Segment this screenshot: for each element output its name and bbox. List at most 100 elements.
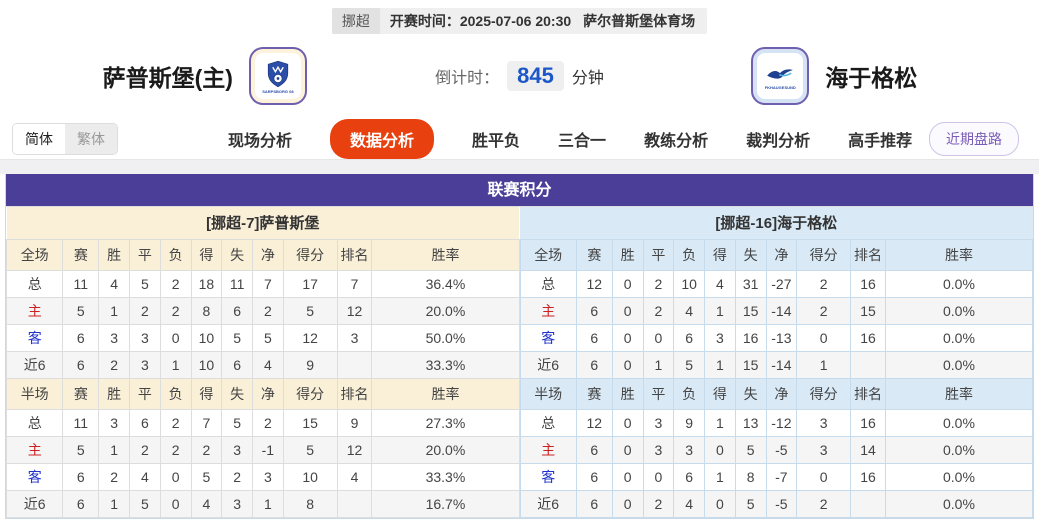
stat-cell: 2 [252,296,284,325]
table-row: 近6 6 0 2 4 0 5 -5 2 0.0% [519,489,1034,518]
stat-cell: -1 [252,435,284,464]
tab-win-draw-lose[interactable]: 胜平负 [472,132,521,150]
stat-cell: 4 [336,462,373,491]
stat-cell: 36.4% [371,269,520,298]
stat-cell: 0 [611,323,644,352]
stat-cell: 4 [673,489,705,518]
stat-cell: 0.0% [884,462,1034,491]
stat-cell: 5 [221,408,253,437]
col-header: 净 [765,377,798,410]
row-label: 近6 [519,489,577,518]
row-label: 总 [519,408,577,437]
tab-live-analysis[interactable]: 现场分析 [228,132,293,150]
stat-cell: 5 [62,435,100,464]
stat-cell: 1 [159,350,192,379]
stat-cell: 15 [282,408,338,437]
recent-trend-button[interactable]: 近期盘路 [929,121,1019,156]
table-row: 客 6 2 4 0 5 2 3 10 4 33.3% [5,462,520,491]
stat-cell: -12 [765,408,798,437]
col-header: 净 [765,238,798,271]
stat-cell: 1 [98,435,130,464]
away-team-block: FKHAUGESUND 海于格松 [630,47,1039,105]
stat-cell: 1 [642,350,675,379]
stat-cell: 33.3% [371,462,520,491]
stat-cell: 0 [611,435,644,464]
stat-cell: 6 [575,435,613,464]
stat-cell: 4 [252,350,284,379]
col-header: 负 [673,377,705,410]
tab-expert-picks[interactable]: 高手推荐 [848,132,913,150]
lang-traditional[interactable]: 繁体 [65,123,117,154]
stat-cell: 6 [221,350,253,379]
home-stats-table: [挪超-7]萨普斯堡 全场赛胜平负得失净得分 排名 胜率总 11 4 5 2 18 11 7 17 7… [5,207,520,518]
tab-data-analysis[interactable]: 数据分析 [330,118,435,159]
away-stats-table: [挪超-16]海于格松 全场赛胜平负得失净得分 排名 胜率总 12 0 2 10 4 31 -27… [519,207,1034,518]
row-label: 客 [519,323,577,352]
stat-cell: 6 [575,350,613,379]
stat-cell: 12 [575,269,613,298]
col-header: 赛 [575,238,613,271]
col-header: 排名 [336,238,373,271]
table-row: 近6 6 2 3 1 10 6 4 9 33.3% [5,350,520,379]
row-label: 主 [519,296,577,325]
stat-cell: 20.0% [371,296,520,325]
stat-cell: 0 [611,489,644,518]
stat-cell [336,489,373,518]
col-header: 得 [190,238,223,271]
stat-cell: 3 [642,435,675,464]
stat-cell: 0 [642,462,675,491]
stat-cell: 13 [734,408,767,437]
stat-cell: 27.3% [371,408,520,437]
col-header: 胜率 [884,238,1034,271]
stat-cell: 5 [282,435,338,464]
away-crest-icon [767,68,794,79]
stat-cell: 7 [252,269,284,298]
stat-cell: 2 [159,408,192,437]
stat-cell: 2 [159,296,192,325]
stat-cell: 0.0% [884,269,1034,298]
col-header: 半场 [5,377,64,410]
stat-cell: 12 [575,408,613,437]
stat-cell: 5 [129,269,161,298]
stat-cell: 1 [98,489,130,518]
stat-cell: 9 [282,350,338,379]
stat-cell: 6 [221,296,253,325]
stat-cell: -7 [765,462,798,491]
col-header: 胜 [98,238,130,271]
tab-coach-analysis[interactable]: 教练分析 [644,132,709,150]
table-row: 主 5 1 2 2 2 3 -1 5 12 20.0% [5,435,520,464]
stat-cell: 16 [850,408,886,437]
stat-cell: 5 [734,435,767,464]
stat-cell: 2 [129,435,161,464]
col-header: 胜率 [884,377,1034,410]
lang-simplified[interactable]: 简体 [13,123,65,154]
stat-cell: 9 [336,408,373,437]
col-header: 得分 [796,377,852,410]
stat-cell: 0 [611,269,644,298]
tab-referee-analysis[interactable]: 裁判分析 [746,132,811,150]
stat-cell: 5 [252,323,284,352]
col-header: 得分 [796,238,852,271]
away-team-logo: FKHAUGESUND [751,47,810,105]
stat-cell: 7 [190,408,223,437]
stat-cell: 1 [98,296,130,325]
stat-cell: -5 [765,435,798,464]
away-stats-half: [挪超-16]海于格松 全场赛胜平负得失净得分 排名 胜率总 12 0 2 10 4 31 -27… [519,207,1034,518]
stat-cell: 0.0% [884,296,1034,325]
stat-cell: 5 [62,296,100,325]
col-header: 得 [704,238,736,271]
stat-cell: 0 [159,462,192,491]
stat-cell: 6 [129,408,161,437]
stat-cell: 2 [159,269,192,298]
stat-cell: 6 [673,323,705,352]
table-row: 客 6 0 0 6 3 16 -13 0 16 0.0% [519,323,1034,352]
stat-cell: 11 [62,269,100,298]
stat-cell: 8 [282,489,338,518]
stat-cell: 0 [796,323,852,352]
stat-cell: 6 [62,350,100,379]
stat-cell: 10 [190,350,223,379]
stat-cell: 1 [704,350,736,379]
home-crest-icon [267,60,289,87]
tab-three-in-one[interactable]: 三合一 [558,132,607,150]
league-badge: 挪超 [331,8,380,34]
